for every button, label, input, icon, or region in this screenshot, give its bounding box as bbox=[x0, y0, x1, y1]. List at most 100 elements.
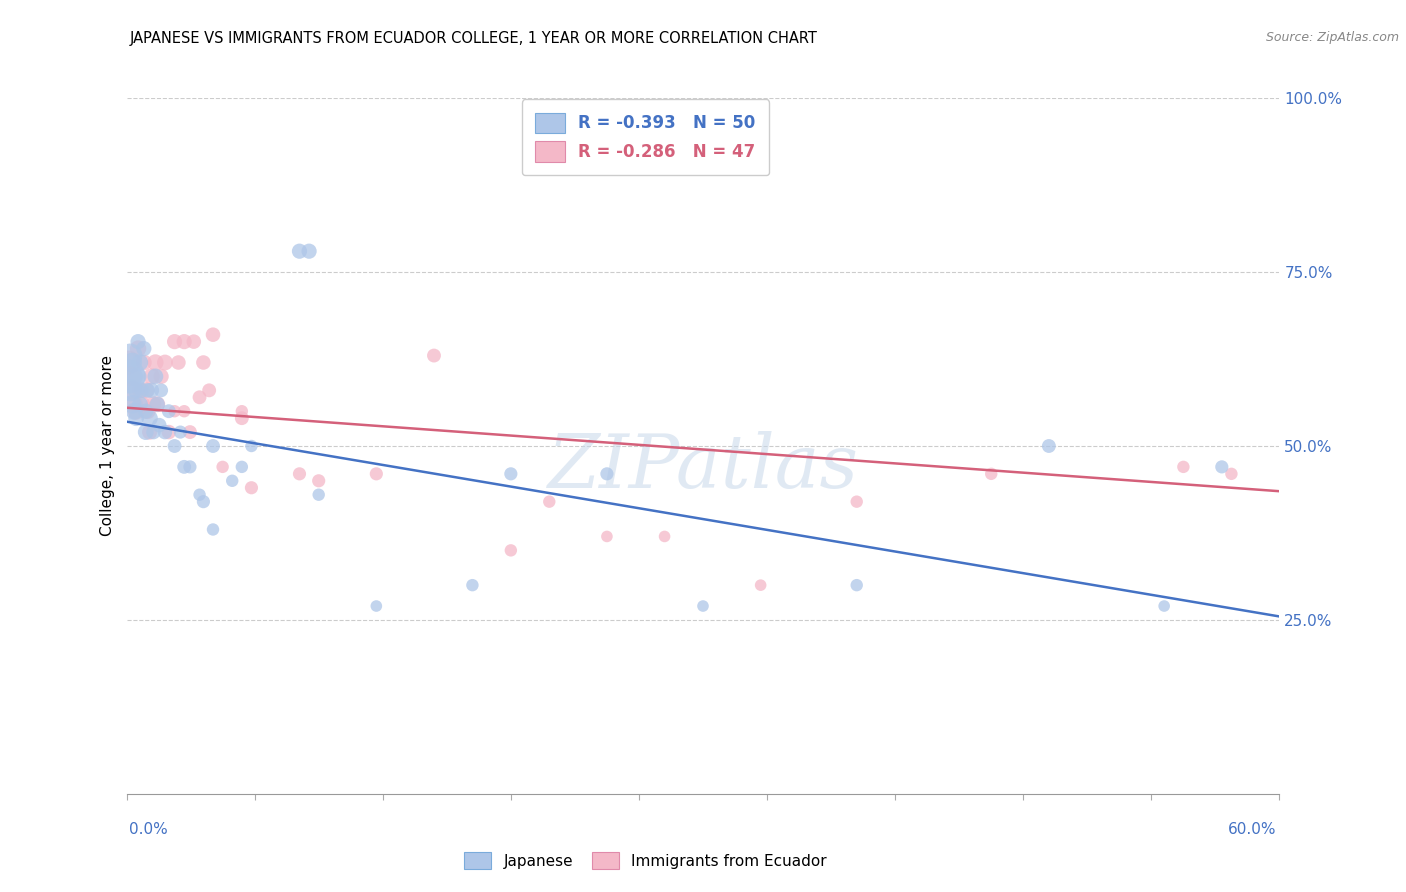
Point bbox=[131, 397, 153, 411]
Point bbox=[150, 384, 173, 398]
Text: JAPANESE VS IMMIGRANTS FROM ECUADOR COLLEGE, 1 YEAR OR MORE CORRELATION CHART: JAPANESE VS IMMIGRANTS FROM ECUADOR COLL… bbox=[129, 31, 817, 46]
Point bbox=[308, 474, 330, 488]
Point bbox=[201, 439, 224, 453]
Point bbox=[173, 334, 195, 349]
Point bbox=[157, 404, 180, 418]
Point bbox=[153, 355, 176, 369]
Point bbox=[120, 369, 142, 384]
Point bbox=[146, 397, 169, 411]
Point bbox=[153, 425, 176, 439]
Point bbox=[692, 599, 714, 613]
Point bbox=[121, 355, 143, 369]
Point bbox=[135, 404, 157, 418]
Point bbox=[129, 355, 152, 369]
Text: 0.0%: 0.0% bbox=[129, 822, 169, 838]
Point bbox=[129, 384, 152, 398]
Point bbox=[845, 578, 868, 592]
Point bbox=[193, 355, 215, 369]
Point bbox=[596, 529, 619, 543]
Point bbox=[980, 467, 1002, 481]
Point bbox=[132, 342, 155, 356]
Point bbox=[366, 599, 388, 613]
Point bbox=[135, 425, 157, 439]
Point bbox=[240, 439, 263, 453]
Point bbox=[167, 355, 190, 369]
Point bbox=[145, 355, 166, 369]
Point bbox=[596, 467, 619, 481]
Point bbox=[240, 481, 263, 495]
Point bbox=[127, 334, 149, 349]
Point bbox=[366, 467, 388, 481]
Point bbox=[173, 459, 195, 474]
Point bbox=[231, 411, 253, 425]
Point bbox=[288, 244, 311, 259]
Point bbox=[127, 342, 149, 356]
Point bbox=[157, 425, 180, 439]
Text: ZIPatlas: ZIPatlas bbox=[547, 431, 859, 503]
Point bbox=[120, 349, 142, 363]
Point bbox=[121, 384, 143, 398]
Point bbox=[201, 523, 224, 537]
Point bbox=[198, 384, 221, 398]
Point bbox=[211, 459, 233, 474]
Point bbox=[193, 494, 215, 508]
Y-axis label: College, 1 year or more: College, 1 year or more bbox=[100, 356, 115, 536]
Point bbox=[122, 404, 145, 418]
Point bbox=[125, 384, 148, 398]
Point bbox=[183, 334, 205, 349]
Point bbox=[146, 397, 169, 411]
Point bbox=[461, 578, 484, 592]
Point bbox=[127, 369, 149, 384]
Point bbox=[1038, 439, 1060, 453]
Point bbox=[654, 529, 676, 543]
Point bbox=[121, 397, 143, 411]
Point bbox=[221, 474, 243, 488]
Point bbox=[538, 494, 561, 508]
Point bbox=[135, 384, 157, 398]
Point bbox=[173, 404, 195, 418]
Point bbox=[308, 488, 330, 502]
Point bbox=[142, 425, 165, 439]
Point bbox=[231, 404, 253, 418]
Point bbox=[499, 467, 522, 481]
Point bbox=[138, 425, 160, 439]
Text: Source: ZipAtlas.com: Source: ZipAtlas.com bbox=[1265, 31, 1399, 45]
Point bbox=[188, 488, 211, 502]
Point bbox=[845, 494, 868, 508]
Point bbox=[117, 369, 139, 384]
Point bbox=[1173, 459, 1195, 474]
Point bbox=[131, 384, 153, 398]
Point bbox=[120, 384, 142, 398]
Point bbox=[136, 404, 159, 418]
Point bbox=[163, 439, 186, 453]
Point bbox=[150, 369, 173, 384]
Point bbox=[125, 404, 148, 418]
Point bbox=[163, 404, 186, 418]
Point bbox=[188, 390, 211, 404]
Point bbox=[1211, 459, 1233, 474]
Point bbox=[179, 459, 201, 474]
Point bbox=[169, 425, 191, 439]
Point bbox=[117, 355, 139, 369]
Point bbox=[142, 397, 165, 411]
Point bbox=[122, 397, 145, 411]
Point bbox=[423, 349, 446, 363]
Point bbox=[148, 418, 170, 433]
Point bbox=[163, 334, 186, 349]
Point bbox=[136, 384, 159, 398]
Point bbox=[141, 369, 163, 384]
Point bbox=[145, 369, 166, 384]
Point bbox=[132, 355, 155, 369]
Point bbox=[231, 459, 253, 474]
Legend: Japanese, Immigrants from Ecuador: Japanese, Immigrants from Ecuador bbox=[456, 845, 835, 877]
Point bbox=[138, 411, 160, 425]
Point bbox=[201, 327, 224, 342]
Point bbox=[122, 369, 145, 384]
Point bbox=[288, 467, 311, 481]
Point bbox=[749, 578, 772, 592]
Point bbox=[125, 411, 148, 425]
Point bbox=[129, 397, 152, 411]
Point bbox=[1153, 599, 1175, 613]
Point bbox=[141, 384, 163, 398]
Point bbox=[179, 425, 201, 439]
